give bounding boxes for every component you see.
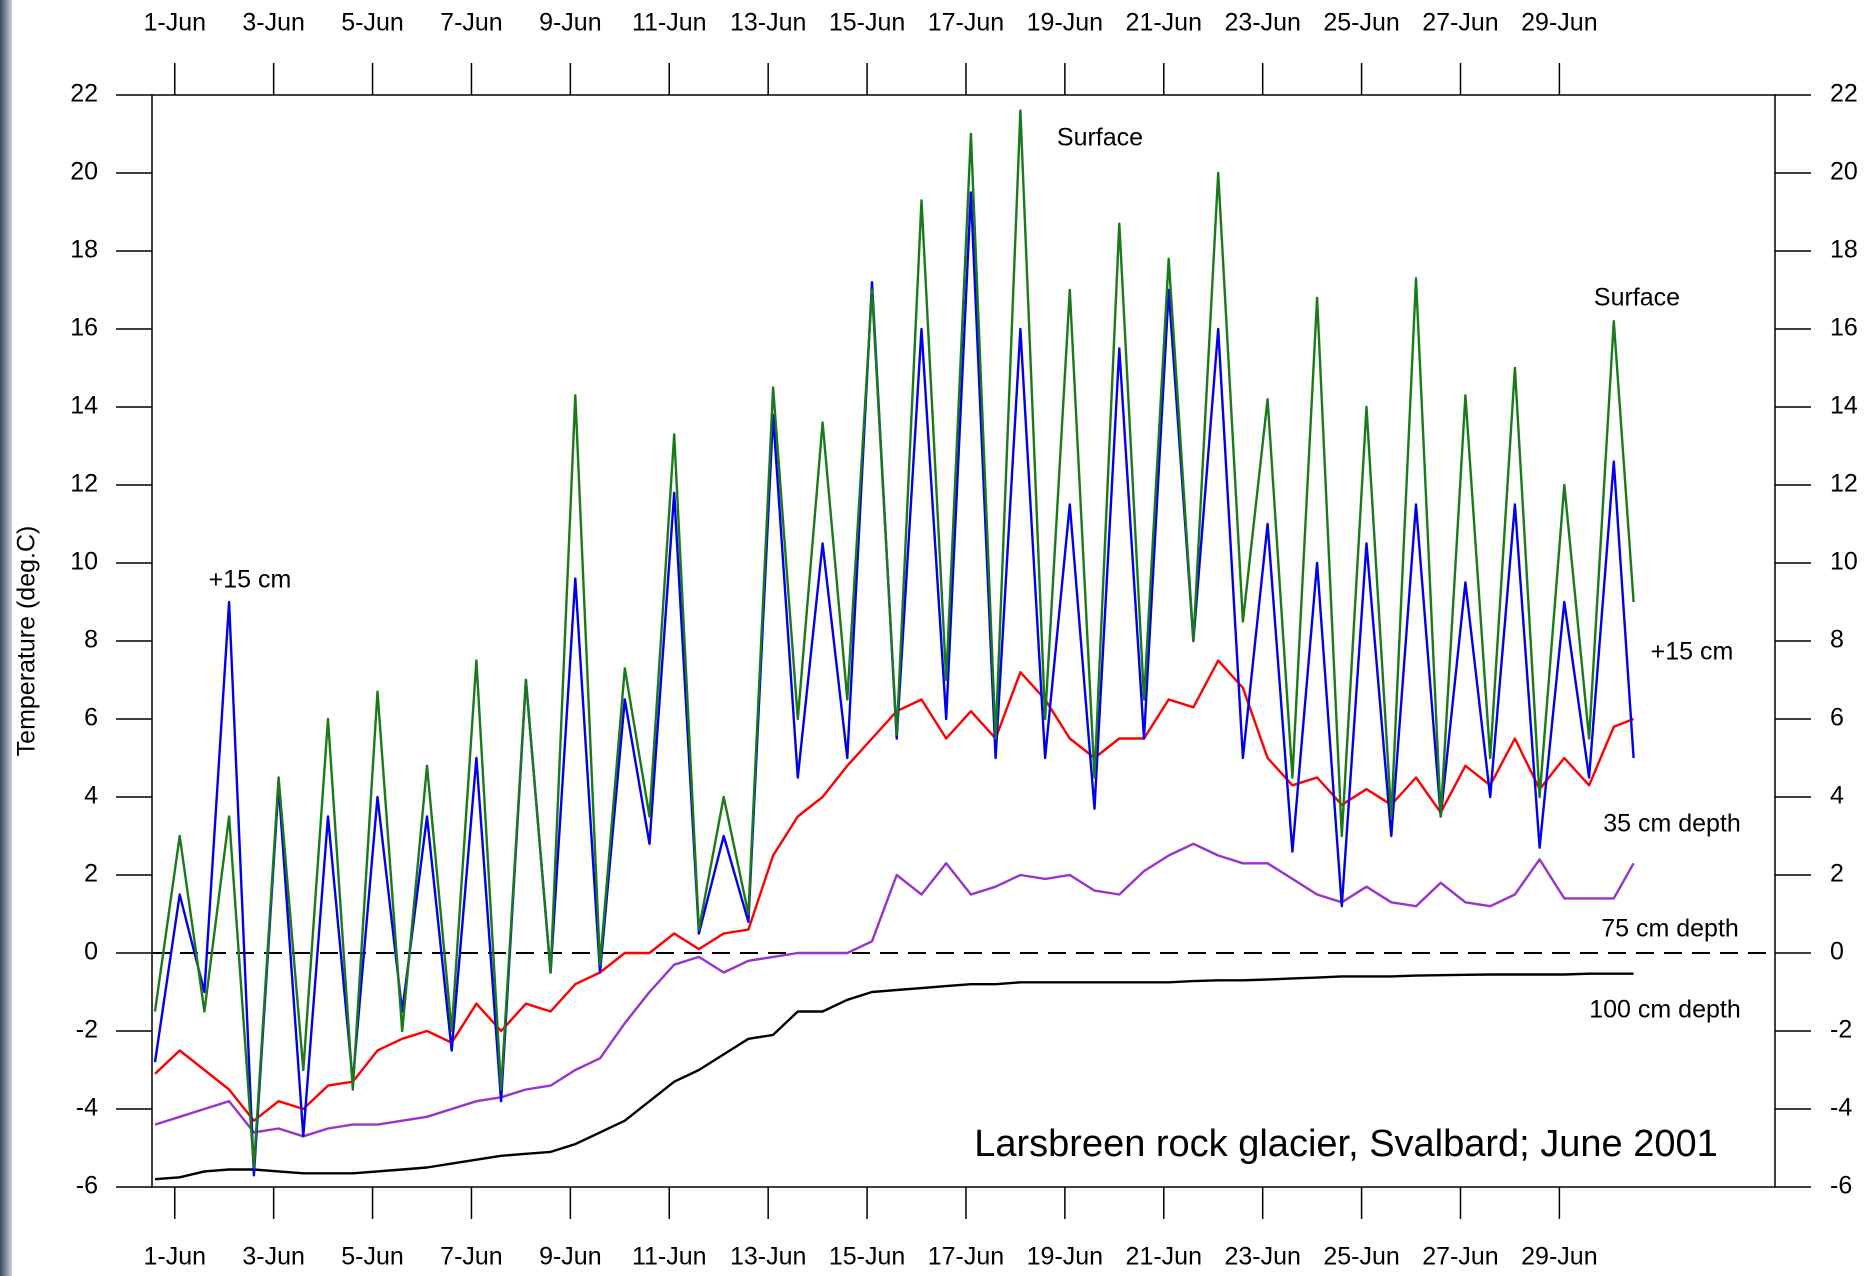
- y-axis-label: Temperature (deg.C): [13, 526, 41, 757]
- y-tick-label-right: -4: [1830, 1094, 1852, 1122]
- y-tick-label-right: 10: [1830, 548, 1858, 576]
- x-tick-label-bottom: 25-Jun: [1323, 1243, 1399, 1271]
- x-tick-label-bottom: 27-Jun: [1422, 1243, 1498, 1271]
- x-tick-label-top: 19-Jun: [1027, 9, 1103, 37]
- chart-title: Larsbreen rock glacier, Svalbard; June 2…: [974, 1123, 1718, 1165]
- y-tick-label-right: 4: [1830, 782, 1844, 810]
- y-tick-label-left: 4: [84, 782, 98, 810]
- x-tick-label-bottom: 3-Jun: [242, 1243, 305, 1271]
- y-tick-label-left: 8: [84, 626, 98, 654]
- x-tick-label-bottom: 9-Jun: [539, 1243, 602, 1271]
- y-tick-label-right: 6: [1830, 704, 1844, 732]
- series-label: +15 cm: [1651, 638, 1734, 666]
- x-tick-label-bottom: 23-Jun: [1224, 1243, 1300, 1271]
- x-tick-label-bottom: 13-Jun: [730, 1243, 806, 1271]
- x-tick-label-top: 5-Jun: [341, 9, 404, 37]
- series-label: 75 cm depth: [1601, 915, 1739, 943]
- series-line: [153, 109, 1635, 1169]
- x-tick-label-top: 1-Jun: [143, 9, 206, 37]
- series-label: 35 cm depth: [1603, 810, 1741, 838]
- x-tick-label-top: 9-Jun: [539, 9, 602, 37]
- series-line: [154, 972, 1634, 1181]
- y-tick-label-left: -2: [76, 1016, 98, 1044]
- series-label: Surface: [1594, 284, 1680, 312]
- x-tick-label-bottom: 1-Jun: [143, 1243, 206, 1271]
- y-tick-label-right: 0: [1830, 938, 1844, 966]
- y-tick-label-right: 8: [1830, 626, 1844, 654]
- y-tick-label-left: 12: [70, 470, 98, 498]
- x-tick-label-bottom: 11-Jun: [632, 1243, 707, 1271]
- y-tick-label-left: 18: [70, 236, 98, 264]
- series-label: Surface: [1057, 124, 1143, 152]
- y-tick-label-right: 16: [1830, 314, 1858, 342]
- y-tick-label-left: 10: [70, 548, 98, 576]
- x-tick-label-bottom: 19-Jun: [1027, 1243, 1103, 1271]
- x-tick-label-top: 25-Jun: [1323, 9, 1399, 37]
- y-tick-label-right: 12: [1830, 470, 1858, 498]
- x-tick-label-top: 13-Jun: [730, 9, 806, 37]
- y-tick-label-left: 0: [84, 938, 98, 966]
- photo-edge: [0, 0, 12, 1276]
- x-tick-label-top: 21-Jun: [1126, 9, 1202, 37]
- x-tick-label-bottom: 17-Jun: [928, 1243, 1004, 1271]
- y-tick-label-left: 16: [70, 314, 98, 342]
- y-tick-label-left: -4: [76, 1094, 98, 1122]
- y-tick-label-right: 20: [1830, 158, 1858, 186]
- x-tick-label-top: 17-Jun: [928, 9, 1004, 37]
- y-tick-label-left: -6: [76, 1172, 98, 1200]
- x-tick-label-bottom: 7-Jun: [440, 1243, 503, 1271]
- x-tick-label-bottom: 5-Jun: [341, 1243, 404, 1271]
- y-tick-label-left: 6: [84, 704, 98, 732]
- series-line: [153, 191, 1635, 1177]
- x-tick-label-top: 3-Jun: [242, 9, 305, 37]
- x-tick-label-top: 27-Jun: [1422, 9, 1498, 37]
- x-tick-label-bottom: 21-Jun: [1126, 1243, 1202, 1271]
- y-tick-label-left: 22: [70, 80, 98, 108]
- y-tick-label-right: 18: [1830, 236, 1858, 264]
- x-tick-label-top: 15-Jun: [829, 9, 905, 37]
- x-tick-label-bottom: 29-Jun: [1521, 1243, 1597, 1271]
- series-line: [154, 842, 1635, 1138]
- y-tick-label-right: -2: [1830, 1016, 1852, 1044]
- y-tick-label-left: 14: [70, 392, 98, 420]
- x-tick-label-top: 29-Jun: [1521, 9, 1597, 37]
- y-tick-label-right: -6: [1830, 1172, 1852, 1200]
- x-tick-label-bottom: 15-Jun: [829, 1243, 905, 1271]
- series-label: +15 cm: [209, 566, 292, 594]
- y-tick-label-right: 22: [1830, 80, 1858, 108]
- y-tick-label-left: 20: [70, 158, 98, 186]
- x-tick-label-top: 23-Jun: [1224, 9, 1300, 37]
- x-tick-label-top: 7-Jun: [440, 9, 503, 37]
- x-tick-label-top: 11-Jun: [632, 9, 707, 37]
- y-tick-label-right: 14: [1830, 392, 1858, 420]
- y-tick-label-right: 2: [1830, 860, 1844, 888]
- series-label: 100 cm depth: [1589, 996, 1741, 1024]
- y-tick-label-left: 2: [84, 860, 98, 888]
